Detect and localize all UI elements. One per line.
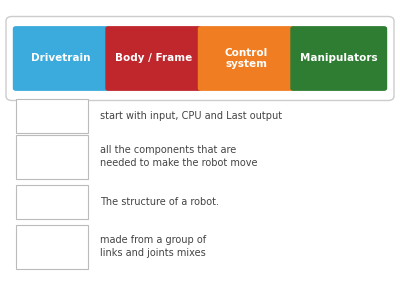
Bar	[16, 99, 88, 134]
Text: Manipulators: Manipulators	[300, 53, 378, 64]
FancyBboxPatch shape	[13, 26, 110, 91]
Text: start with input, CPU and Last output: start with input, CPU and Last output	[100, 111, 282, 121]
Bar	[16, 135, 88, 178]
Text: The structure of a robot.: The structure of a robot.	[100, 197, 219, 207]
Text: Drivetrain: Drivetrain	[32, 53, 91, 64]
FancyBboxPatch shape	[105, 26, 202, 91]
Text: made from a group of
links and joints mixes: made from a group of links and joints mi…	[100, 235, 206, 258]
Text: Body / Frame: Body / Frame	[115, 53, 192, 64]
FancyBboxPatch shape	[6, 16, 394, 101]
Text: all the components that are
needed to make the robot move: all the components that are needed to ma…	[100, 145, 258, 168]
Text: Control
system: Control system	[225, 48, 268, 69]
Bar	[16, 225, 88, 268]
FancyBboxPatch shape	[290, 26, 387, 91]
FancyBboxPatch shape	[198, 26, 295, 91]
Bar	[16, 184, 88, 219]
